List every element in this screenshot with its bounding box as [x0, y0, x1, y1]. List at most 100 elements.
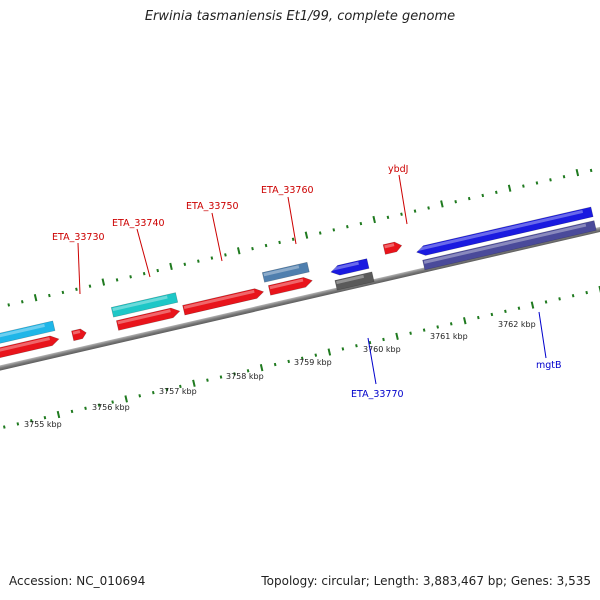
label-leader-mgtb [538, 311, 547, 359]
label-leader-eta-33730 [77, 242, 81, 295]
gene-arrow-teal [110, 292, 179, 318]
tick-label-3762: 3762 kbp [498, 320, 536, 329]
inner-tick [422, 328, 426, 332]
gene-arrow-ybdj [382, 241, 403, 255]
inner-tick [84, 406, 87, 410]
gene-label-eta-33750: ETA_33750 [186, 201, 239, 212]
gene-arrow-mgtb-inner-highlight [423, 223, 587, 264]
outer-tick [7, 303, 11, 307]
inner-tick [517, 306, 521, 310]
gene-labels: ETA_33730 ETA_33740 ETA_33750 ETA_33760 … [52, 164, 562, 400]
outer-tick [400, 212, 403, 216]
inner-tick [151, 390, 155, 395]
map-title: Erwinia tasmaniensis Et1/99, complete ge… [144, 9, 456, 24]
gene-arrow-mgtb-outer-highlight [416, 209, 584, 252]
tick-labels: 3755 kbp 3756 kbp 3757 kbp 3758 kbp 3759… [24, 320, 536, 429]
gene-label-ybdj: ybdJ [388, 164, 408, 175]
label-leader-eta-33740 [136, 228, 151, 278]
outer-tick [61, 290, 65, 295]
inner-tick [16, 422, 20, 426]
inner-tick [490, 312, 494, 317]
label-leader-eta-33770 [367, 337, 377, 385]
outer-tick [264, 243, 268, 248]
gene-arrow-eta-33770-highlight [330, 261, 359, 271]
gene-label-eta-33760: ETA_33760 [261, 185, 314, 196]
inner-tick [585, 290, 588, 295]
gene-label-eta-33740: ETA_33740 [112, 218, 165, 229]
inner-tick [70, 409, 74, 414]
outer-tick [575, 168, 580, 177]
inner-tick [300, 356, 304, 360]
inner-tick [409, 331, 412, 335]
label-leader-eta-33750 [211, 212, 223, 262]
outer-tick [183, 262, 187, 266]
gene-label-mgtb: mgtB [536, 360, 562, 371]
gene-arrow-red-3-highlight [117, 309, 171, 325]
gene-arrow-steelblue [261, 261, 310, 283]
inner-tick [544, 300, 548, 304]
outer-tick [535, 181, 539, 185]
inner-tick [314, 353, 318, 357]
inner-tick [43, 415, 47, 420]
inner-tick [124, 395, 128, 403]
inner-tick [30, 419, 33, 423]
gene-arrow-cyan-1-highlight [0, 323, 45, 340]
outer-tick [236, 247, 241, 255]
outer-tick [33, 294, 38, 302]
genome-ring [0, 168, 600, 429]
tick-label-3760: 3760 kbp [363, 345, 401, 354]
outer-tick [549, 178, 552, 182]
inner-tick [287, 359, 291, 364]
inner-tick [395, 332, 399, 341]
gene-arrow-red-2-highlight [72, 330, 81, 335]
outer-tick [169, 262, 173, 271]
tick-label-3755: 3755 kbp [24, 420, 62, 429]
outer-tick [359, 221, 363, 226]
outer-tick [20, 300, 24, 304]
inner-tick [259, 364, 264, 372]
outer-tick [129, 275, 132, 279]
genome-summary-text: Topology: circular; Length: 3,883,467 bp… [261, 574, 591, 588]
outer-tick [467, 196, 471, 201]
inner-tick [463, 317, 467, 325]
outer-tick [454, 200, 457, 204]
outer-tick [291, 237, 295, 241]
inner-tick [598, 285, 600, 294]
outer-tick [346, 225, 349, 229]
outer-tick [562, 175, 566, 179]
outer-tick [210, 256, 214, 260]
gene-arrow-mgtb-outer [416, 206, 594, 256]
inner-tick [341, 347, 345, 351]
outer-tick [332, 228, 336, 232]
gene-arrow-eta-33770 [330, 258, 370, 276]
inner-tick [436, 325, 440, 329]
outer-tick [224, 253, 227, 257]
outer-tick [101, 278, 106, 286]
gene-arrow-cyan-1 [0, 320, 56, 346]
outer-tick [589, 168, 593, 173]
inner-tick [246, 369, 250, 373]
tick-label-3757: 3757 kbp [159, 387, 197, 396]
gene-arrow-red-1 [0, 335, 60, 359]
gene-arrow-steelblue-highlight [263, 265, 300, 277]
inner-tick [449, 322, 453, 326]
inner-tick [382, 337, 385, 342]
outer-tick [481, 193, 485, 198]
outer-tick [372, 215, 376, 224]
tick-label-3756: 3756 kbp [92, 403, 130, 412]
outer-tick [48, 293, 51, 298]
gene-arrow-grey-highlight [336, 274, 365, 285]
label-leader-eta-33760 [287, 196, 297, 245]
feature-track [0, 206, 597, 359]
gene-arrow-ybdj-highlight [384, 243, 395, 249]
gene-arrow-red-3 [115, 307, 181, 331]
outer-tick [494, 190, 498, 195]
outer-tick [197, 259, 200, 263]
outer-tick [156, 268, 160, 273]
gene-arrow-red-1-highlight [0, 337, 50, 353]
gene-arrow-red-4-highlight [183, 289, 255, 309]
outer-tick [251, 246, 254, 251]
inner-tick [56, 410, 61, 419]
inner-tick-track [2, 285, 600, 429]
